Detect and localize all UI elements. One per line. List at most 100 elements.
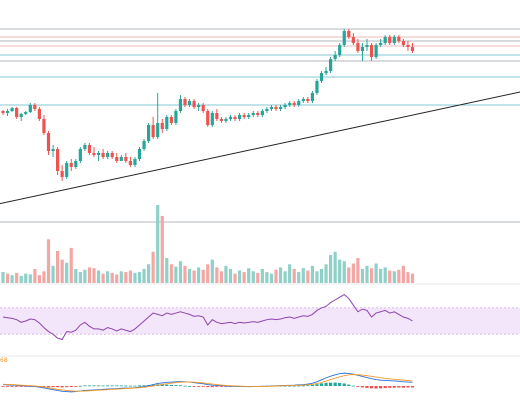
candle-body bbox=[356, 43, 360, 51]
volume-bar bbox=[301, 268, 305, 283]
macd-histogram-bar bbox=[151, 384, 155, 386]
volume-bar bbox=[288, 264, 292, 283]
volume-bar bbox=[28, 274, 32, 283]
candle-body bbox=[33, 105, 37, 109]
candle-body bbox=[310, 93, 314, 101]
macd-histogram-bar bbox=[197, 386, 201, 387]
volume-bar bbox=[333, 251, 337, 283]
macd-histogram-bar bbox=[315, 384, 319, 386]
candle-body bbox=[42, 119, 46, 133]
candle-body bbox=[374, 45, 378, 57]
volume-bar bbox=[215, 267, 219, 283]
macd-histogram-bar bbox=[288, 385, 292, 387]
volume-bar bbox=[160, 215, 164, 283]
candle-body bbox=[406, 45, 410, 47]
volume-bar bbox=[219, 271, 223, 283]
macd-histogram-bar bbox=[201, 386, 205, 387]
candle-body bbox=[78, 149, 82, 161]
volume-bar bbox=[46, 239, 51, 283]
macd-histogram-bar bbox=[342, 383, 346, 386]
candle-body bbox=[347, 31, 351, 37]
candle-body bbox=[242, 115, 246, 117]
macd-histogram-bar bbox=[137, 385, 142, 387]
macd-histogram-bar bbox=[333, 382, 337, 386]
candle-body bbox=[333, 55, 337, 59]
candle-body bbox=[74, 161, 78, 167]
macd-histogram-bar bbox=[69, 386, 73, 387]
macd-histogram-bar bbox=[401, 386, 405, 388]
macd-histogram-bar bbox=[310, 384, 314, 386]
volume-bar bbox=[110, 272, 114, 283]
volume-bar bbox=[360, 268, 365, 283]
volume-bar bbox=[274, 269, 278, 283]
macd-histogram-bar bbox=[183, 385, 187, 387]
volume-bar bbox=[269, 273, 274, 283]
candle-body bbox=[101, 153, 105, 157]
macd-line bbox=[2, 372, 413, 393]
volume-bar bbox=[133, 272, 137, 283]
volume-bar bbox=[315, 271, 319, 283]
volume-bar bbox=[10, 275, 14, 283]
candle-body bbox=[297, 101, 301, 105]
rsi-line bbox=[2, 293, 413, 341]
candle-body bbox=[379, 43, 383, 45]
macd-histogram-bar bbox=[87, 385, 92, 387]
volume-bar bbox=[242, 272, 246, 283]
candle-body bbox=[342, 31, 346, 45]
macd-histogram-bar bbox=[297, 385, 301, 387]
candle-body bbox=[365, 45, 369, 47]
macd-histogram-bar bbox=[60, 386, 64, 388]
volume-bar bbox=[192, 270, 196, 283]
candle-body bbox=[319, 73, 324, 81]
macd-histogram-bar bbox=[106, 385, 110, 387]
candle-body bbox=[401, 41, 405, 45]
volume-bar bbox=[392, 271, 396, 283]
candle-body bbox=[187, 101, 192, 105]
volume-bar bbox=[96, 270, 101, 283]
candle-body bbox=[174, 111, 178, 123]
volume-bar bbox=[319, 268, 324, 283]
macd-histogram-bar bbox=[115, 385, 119, 387]
macd-histogram-bar bbox=[301, 385, 305, 387]
macd-histogram-bar bbox=[369, 386, 374, 389]
candle-body bbox=[46, 133, 51, 151]
candle-body bbox=[5, 111, 10, 113]
volume-bar bbox=[324, 264, 328, 283]
candle-body bbox=[383, 37, 387, 43]
volume-bar bbox=[19, 275, 23, 283]
candle-body bbox=[410, 47, 415, 51]
macd-histogram-bar bbox=[42, 386, 46, 387]
volume-bar bbox=[142, 268, 146, 283]
candle-body bbox=[265, 109, 269, 111]
macd-histogram-bar bbox=[174, 385, 178, 386]
macd-histogram-bar bbox=[46, 386, 51, 388]
candle-body bbox=[247, 115, 251, 117]
candle-body bbox=[115, 157, 119, 161]
macd-histogram-bar bbox=[219, 386, 223, 387]
volume-bar bbox=[24, 273, 28, 283]
macd-histogram-bar bbox=[292, 385, 296, 387]
volume-bar bbox=[69, 247, 73, 283]
volume-bar bbox=[238, 270, 242, 283]
candle-body bbox=[201, 105, 205, 111]
candle-body bbox=[219, 119, 223, 121]
macd-histogram-bar bbox=[360, 386, 365, 388]
candle-body bbox=[119, 157, 123, 161]
candle-body bbox=[238, 115, 242, 119]
volume-bar bbox=[256, 272, 260, 283]
candle-body bbox=[274, 107, 278, 109]
volume-bar bbox=[128, 270, 132, 283]
volume-bar bbox=[106, 271, 110, 283]
macd-histogram-bar bbox=[5, 386, 10, 387]
volume-bar bbox=[187, 268, 192, 283]
volume-bar bbox=[369, 268, 374, 283]
volume-bar bbox=[224, 265, 228, 283]
candle-body bbox=[397, 37, 401, 41]
candle-body bbox=[269, 107, 274, 109]
volume-bar bbox=[78, 272, 82, 283]
candle-body bbox=[165, 117, 169, 129]
volume-bar bbox=[124, 272, 128, 283]
candle-body bbox=[92, 153, 96, 155]
macd-histogram-bar bbox=[51, 386, 55, 388]
